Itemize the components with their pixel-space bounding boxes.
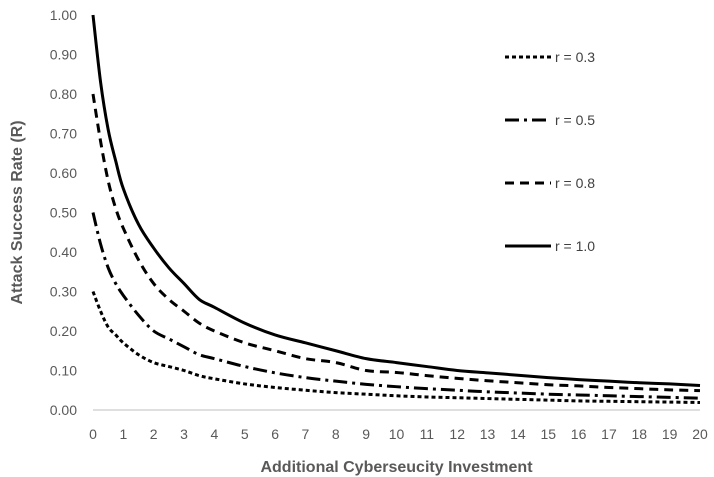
x-tick-label: 5	[241, 426, 249, 442]
x-tick-label: 6	[271, 426, 279, 442]
y-tick-label: 0.90	[50, 47, 77, 63]
x-tick-label: 15	[540, 426, 556, 442]
x-tick-label: 13	[480, 426, 496, 442]
y-axis-title: Attack Success Rate (R)	[9, 120, 26, 304]
y-tick-label: 0.50	[50, 205, 77, 221]
y-tick-label: 0.10	[50, 363, 77, 379]
x-tick-label: 16	[571, 426, 587, 442]
y-tick-label: 0.80	[50, 86, 77, 102]
x-tick-label: 12	[449, 426, 465, 442]
legend-label: r = 0.8	[555, 175, 595, 191]
y-tick-label: 0.60	[50, 165, 77, 181]
y-tick-label: 0.70	[50, 126, 77, 142]
x-tick-label: 1	[119, 426, 127, 442]
x-tick-label: 0	[89, 426, 97, 442]
y-tick-label: 0.40	[50, 244, 77, 260]
series-line-4	[91, 14, 701, 388]
series-lines	[91, 14, 701, 404]
y-tick-label: 0.00	[50, 402, 77, 418]
x-tick-label: 7	[302, 426, 310, 442]
y-tick-label: 1.00	[50, 7, 77, 23]
y-tick-label: 0.30	[50, 284, 77, 300]
x-tick-label: 20	[692, 426, 708, 442]
y-tick-labels: 0.00 0.10 0.20 0.30 0.40 0.50 0.60 0.70 0.80 0.90…	[50, 7, 77, 418]
x-tick-label: 19	[662, 426, 678, 442]
x-tick-label: 10	[389, 426, 405, 442]
x-tick-labels: 0 1 2 3 4 5 6 7 8 9 10 11 12 13 14 15 16 17 18 19 20	[89, 426, 708, 442]
y-tick-label: 0.20	[50, 323, 77, 339]
x-axis-title: Additional Cyberseucity Investment	[260, 459, 533, 476]
x-tick-label: 3	[180, 426, 188, 442]
legend: r = 0.3 r = 0.5 r = 0.8 r = 1.0	[505, 49, 595, 254]
x-tick-label: 11	[420, 426, 435, 442]
x-tick-label: 18	[632, 426, 648, 442]
x-tick-label: 17	[601, 426, 617, 442]
series-line-2	[91, 212, 701, 400]
x-tick-label: 14	[510, 426, 526, 442]
x-tick-label: 9	[362, 426, 370, 442]
legend-label: r = 0.5	[555, 112, 595, 128]
series-line-1	[91, 290, 701, 404]
legend-label: r = 1.0	[555, 238, 595, 254]
x-tick-label: 2	[150, 426, 158, 442]
legend-label: r = 0.3	[555, 49, 595, 65]
x-tick-label: 4	[211, 426, 219, 442]
x-tick-label: 8	[332, 426, 340, 442]
